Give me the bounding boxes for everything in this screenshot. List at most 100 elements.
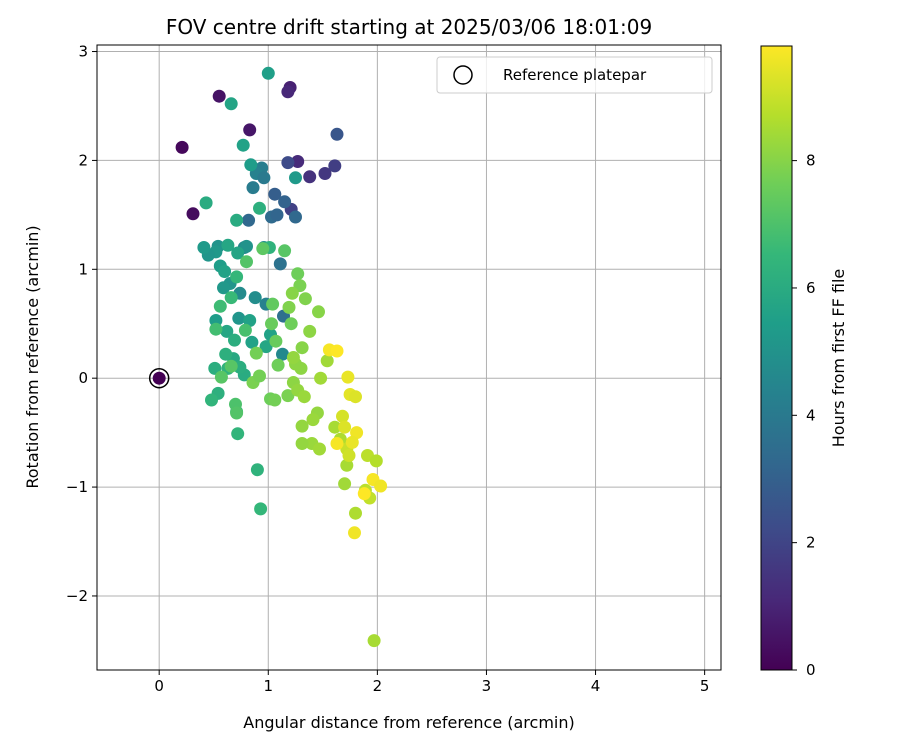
x-axis-label: Angular distance from reference (arcmin) <box>243 713 574 732</box>
colorbar-gradient <box>760 45 793 671</box>
data-point <box>242 213 256 227</box>
legend-box <box>436 56 713 94</box>
data-point <box>281 156 295 170</box>
data-point <box>295 419 309 433</box>
colorbar-tick-label: 4 <box>806 406 816 424</box>
data-point <box>278 195 292 209</box>
data-point <box>248 291 262 305</box>
data-point <box>246 181 260 195</box>
data-point <box>314 371 328 385</box>
x-tick-label: 0 <box>154 677 164 695</box>
data-point <box>291 267 305 281</box>
legend-entry-reference-platepar: Reference platepar <box>503 66 647 84</box>
data-point <box>230 406 244 420</box>
data-point <box>281 389 295 403</box>
data-point <box>313 442 326 456</box>
data-point <box>245 335 259 349</box>
data-point <box>330 127 344 141</box>
data-point <box>250 463 264 477</box>
data-point <box>249 346 263 360</box>
data-point <box>349 390 362 404</box>
data-point <box>265 317 278 331</box>
colorbar-tick-label: 0 <box>806 661 816 679</box>
data-point <box>240 255 253 269</box>
data-point <box>357 487 371 501</box>
data-point <box>273 257 287 271</box>
reference-point <box>152 371 166 385</box>
x-tick-label: 3 <box>482 677 492 695</box>
data-point <box>221 238 235 252</box>
data-point <box>350 426 364 440</box>
data-point <box>336 409 349 423</box>
data-point <box>369 454 383 468</box>
data-point <box>224 291 238 305</box>
data-point <box>268 393 282 407</box>
data-point <box>257 171 271 185</box>
data-point <box>328 159 342 173</box>
data-point <box>217 281 230 295</box>
data-point <box>231 246 245 260</box>
data-point <box>341 370 355 384</box>
data-point <box>318 167 332 180</box>
data-point <box>175 140 189 154</box>
data-point <box>212 89 226 103</box>
data-point <box>197 241 211 254</box>
y-tick-label: 1 <box>78 260 88 278</box>
data-point <box>297 390 311 404</box>
data-point <box>232 311 246 325</box>
data-point <box>295 437 309 450</box>
x-tick-label: 5 <box>700 677 710 695</box>
data-point <box>256 242 270 256</box>
data-point <box>259 340 273 354</box>
data-point <box>303 170 317 184</box>
data-point <box>278 244 292 258</box>
data-point <box>224 359 238 373</box>
data-point <box>231 427 245 441</box>
data-point <box>224 97 238 111</box>
data-point <box>340 458 354 472</box>
data-point <box>266 297 280 311</box>
x-tick-label: 1 <box>263 677 273 695</box>
data-point <box>270 208 284 222</box>
data-point <box>281 85 295 99</box>
data-point <box>271 358 285 372</box>
y-tick-label: −1 <box>66 478 88 496</box>
data-point <box>228 333 241 347</box>
data-point <box>349 506 362 520</box>
grid <box>97 45 721 670</box>
data-point <box>186 207 200 221</box>
colorbar: 0 2 4 6 8 Hours from first FF file <box>760 45 848 679</box>
data-point <box>230 270 244 284</box>
data-point <box>338 420 352 434</box>
data-point <box>282 300 296 314</box>
y-tick-label: 3 <box>78 43 88 61</box>
data-point <box>261 66 275 80</box>
y-tick-label: −2 <box>66 587 88 605</box>
data-point <box>205 393 218 407</box>
data-point <box>345 435 359 449</box>
data-point <box>285 286 299 300</box>
data-point <box>253 369 266 383</box>
data-point <box>320 354 334 368</box>
data-point <box>268 187 282 201</box>
data-point <box>328 420 342 434</box>
data-points <box>148 66 388 648</box>
data-point <box>330 437 344 450</box>
reference-marker <box>148 367 170 389</box>
data-point <box>295 341 309 355</box>
data-point <box>213 299 227 313</box>
data-point <box>330 344 344 358</box>
colorbar-ticks: 0 2 4 6 8 <box>792 152 816 679</box>
data-point <box>294 361 308 375</box>
data-point <box>209 322 223 336</box>
data-point <box>338 477 352 491</box>
data-point <box>306 413 320 427</box>
data-point <box>348 526 361 540</box>
data-point <box>238 323 252 337</box>
data-point <box>289 210 302 224</box>
data-point <box>286 351 300 364</box>
colorbar-tick-label: 8 <box>806 152 816 170</box>
data-point <box>303 324 317 338</box>
data-point <box>276 347 289 361</box>
